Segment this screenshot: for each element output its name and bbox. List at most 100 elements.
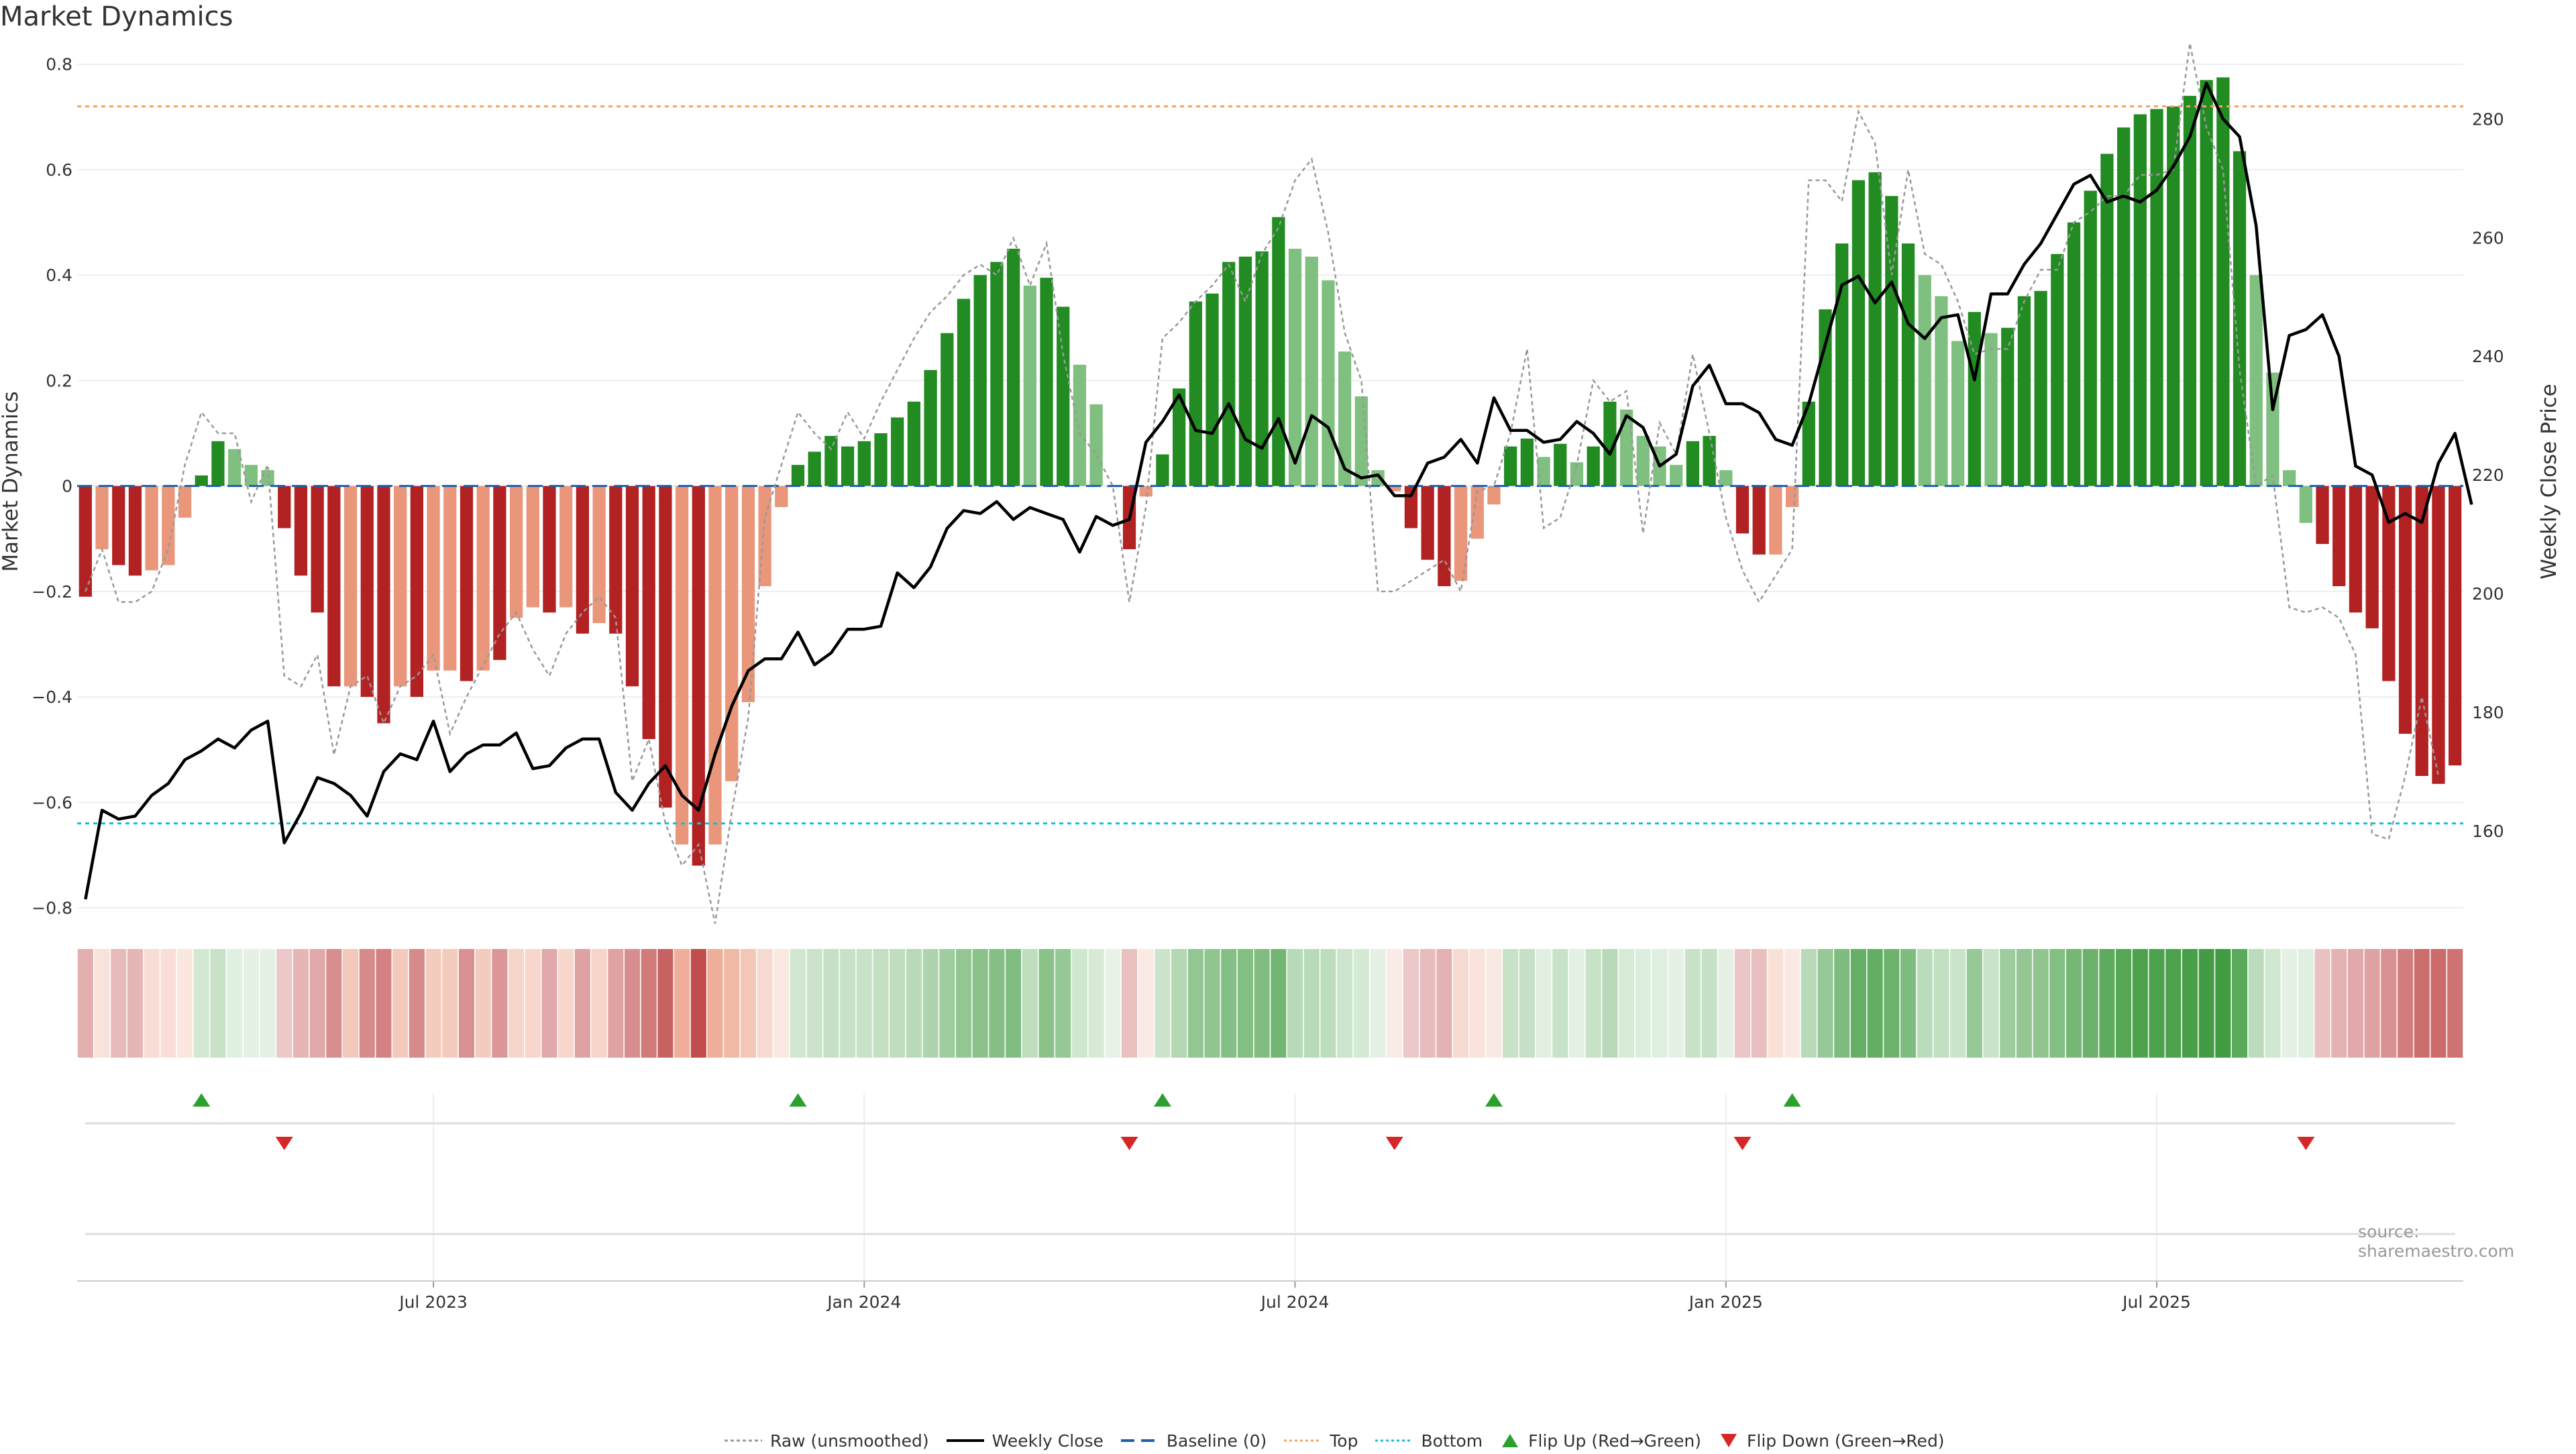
dynamics-bar xyxy=(2067,222,2081,486)
dynamics-bar xyxy=(2116,127,2131,486)
legend-item-baseline: Baseline (0) xyxy=(1120,1431,1267,1451)
dynamics-bar xyxy=(394,486,407,687)
heat-cell xyxy=(425,949,441,1058)
heat-cell xyxy=(1701,949,1717,1058)
heat-cell xyxy=(657,949,674,1058)
heat-cell xyxy=(2082,949,2098,1058)
heat-cell xyxy=(806,949,822,1058)
grid-layer xyxy=(77,63,2463,1281)
y-left-tick-label: 0 xyxy=(62,477,72,496)
flip-down-marker xyxy=(275,1137,293,1150)
heat-cell xyxy=(1370,949,1386,1058)
dynamics-bar xyxy=(427,486,440,671)
heat-cell xyxy=(690,949,706,1058)
legend-swatch-top xyxy=(1284,1439,1322,1442)
dynamics-bar xyxy=(1322,280,1335,486)
heat-cell xyxy=(1983,949,1999,1058)
dynamics-bar xyxy=(625,486,639,687)
heat-cell xyxy=(1884,949,1900,1058)
heat-cell xyxy=(260,949,276,1058)
dynamics-bar xyxy=(278,486,291,528)
heat-cell xyxy=(1917,949,1933,1058)
dynamics-bar xyxy=(1802,401,1815,486)
heat-cell xyxy=(2331,949,2347,1058)
heat-cell xyxy=(1436,949,1452,1058)
dynamics-bar xyxy=(1371,470,1385,486)
dynamics-bar xyxy=(1454,486,1468,581)
dynamics-bar xyxy=(509,486,523,618)
y-left-tick-label: 0.6 xyxy=(46,160,72,180)
heat-cell xyxy=(939,949,955,1058)
heat-cell xyxy=(1204,949,1220,1058)
heat-cell xyxy=(2381,949,2397,1058)
dynamics-bar xyxy=(1686,441,1700,486)
heat-cell xyxy=(1071,949,1087,1058)
heat-cell xyxy=(442,949,458,1058)
heat-cell xyxy=(1536,949,1552,1058)
heat-cell xyxy=(674,949,690,1058)
heat-cell xyxy=(326,949,342,1058)
dynamics-bar xyxy=(1785,486,1799,508)
dynamics-bar xyxy=(941,333,954,486)
heat-cell xyxy=(558,949,574,1058)
flip-up-marker xyxy=(193,1093,211,1107)
legend-label-close: Weekly Close xyxy=(991,1431,1104,1451)
heat-cell xyxy=(2198,949,2214,1058)
heat-cell xyxy=(2099,949,2115,1058)
dynamics-bar xyxy=(1951,341,1965,486)
dynamics-bar xyxy=(261,470,274,486)
heat-cell xyxy=(2248,949,2264,1058)
heat-cell xyxy=(1486,949,1502,1058)
dynamics-bar xyxy=(443,486,457,671)
dynamics-bar xyxy=(1388,486,1401,492)
heat-cell xyxy=(2265,949,2281,1058)
dynamics-bar xyxy=(725,486,739,781)
heat-cell xyxy=(972,949,988,1058)
dynamics-bar xyxy=(1819,309,1832,486)
heat-cell xyxy=(2182,949,2198,1058)
dynamics-bar xyxy=(1619,409,1633,486)
heat-cell xyxy=(1635,949,1651,1058)
y-right-tick-label: 200 xyxy=(2472,584,2504,604)
dynamics-bar xyxy=(2216,77,2230,486)
heat-cell xyxy=(1850,949,1866,1058)
heat-cell xyxy=(707,949,723,1058)
legend-swatch-baseline xyxy=(1120,1439,1159,1442)
heat-cell xyxy=(574,949,590,1058)
dynamics-bar xyxy=(178,486,192,518)
dynamics-bar xyxy=(311,486,324,613)
dynamics-bar xyxy=(294,486,308,576)
dynamics-bar xyxy=(808,451,821,486)
heat-cell xyxy=(1768,949,1784,1058)
x-tick-label: Jan 2025 xyxy=(1688,1292,1763,1312)
dynamics-bar xyxy=(543,486,556,613)
heat-cell xyxy=(2282,949,2298,1058)
dynamics-bar xyxy=(907,401,921,486)
heat-cell xyxy=(1337,949,1353,1058)
heat-cell xyxy=(1950,949,1966,1058)
flip-up-marker xyxy=(1783,1093,1801,1107)
dynamics-bar xyxy=(2167,106,2180,486)
dynamics-bar xyxy=(973,275,987,486)
lines-layer xyxy=(77,43,2473,924)
legend-label-baseline: Baseline (0) xyxy=(1166,1431,1267,1451)
dynamics-bar xyxy=(1835,243,1849,486)
heat-cell xyxy=(2414,949,2430,1058)
heat-cell xyxy=(2116,949,2132,1058)
y-left-tick-label: −0.4 xyxy=(32,687,72,707)
heat-cell xyxy=(1453,949,1469,1058)
heat-cell xyxy=(111,949,127,1058)
flip-down-marker xyxy=(1733,1137,1752,1150)
dynamics-bar xyxy=(244,465,258,486)
dynamics-bar xyxy=(476,486,490,671)
heat-cell xyxy=(144,949,160,1058)
heat-cell xyxy=(1503,949,1519,1058)
heat-cell xyxy=(177,949,193,1058)
dynamics-bar xyxy=(1935,296,1948,486)
heat-cell xyxy=(276,949,292,1058)
heat-cell xyxy=(840,949,856,1058)
bars-layer xyxy=(78,77,2462,866)
heat-cell xyxy=(525,949,541,1058)
dynamics-bar xyxy=(1918,275,1931,486)
legend-swatch-raw xyxy=(724,1439,762,1442)
